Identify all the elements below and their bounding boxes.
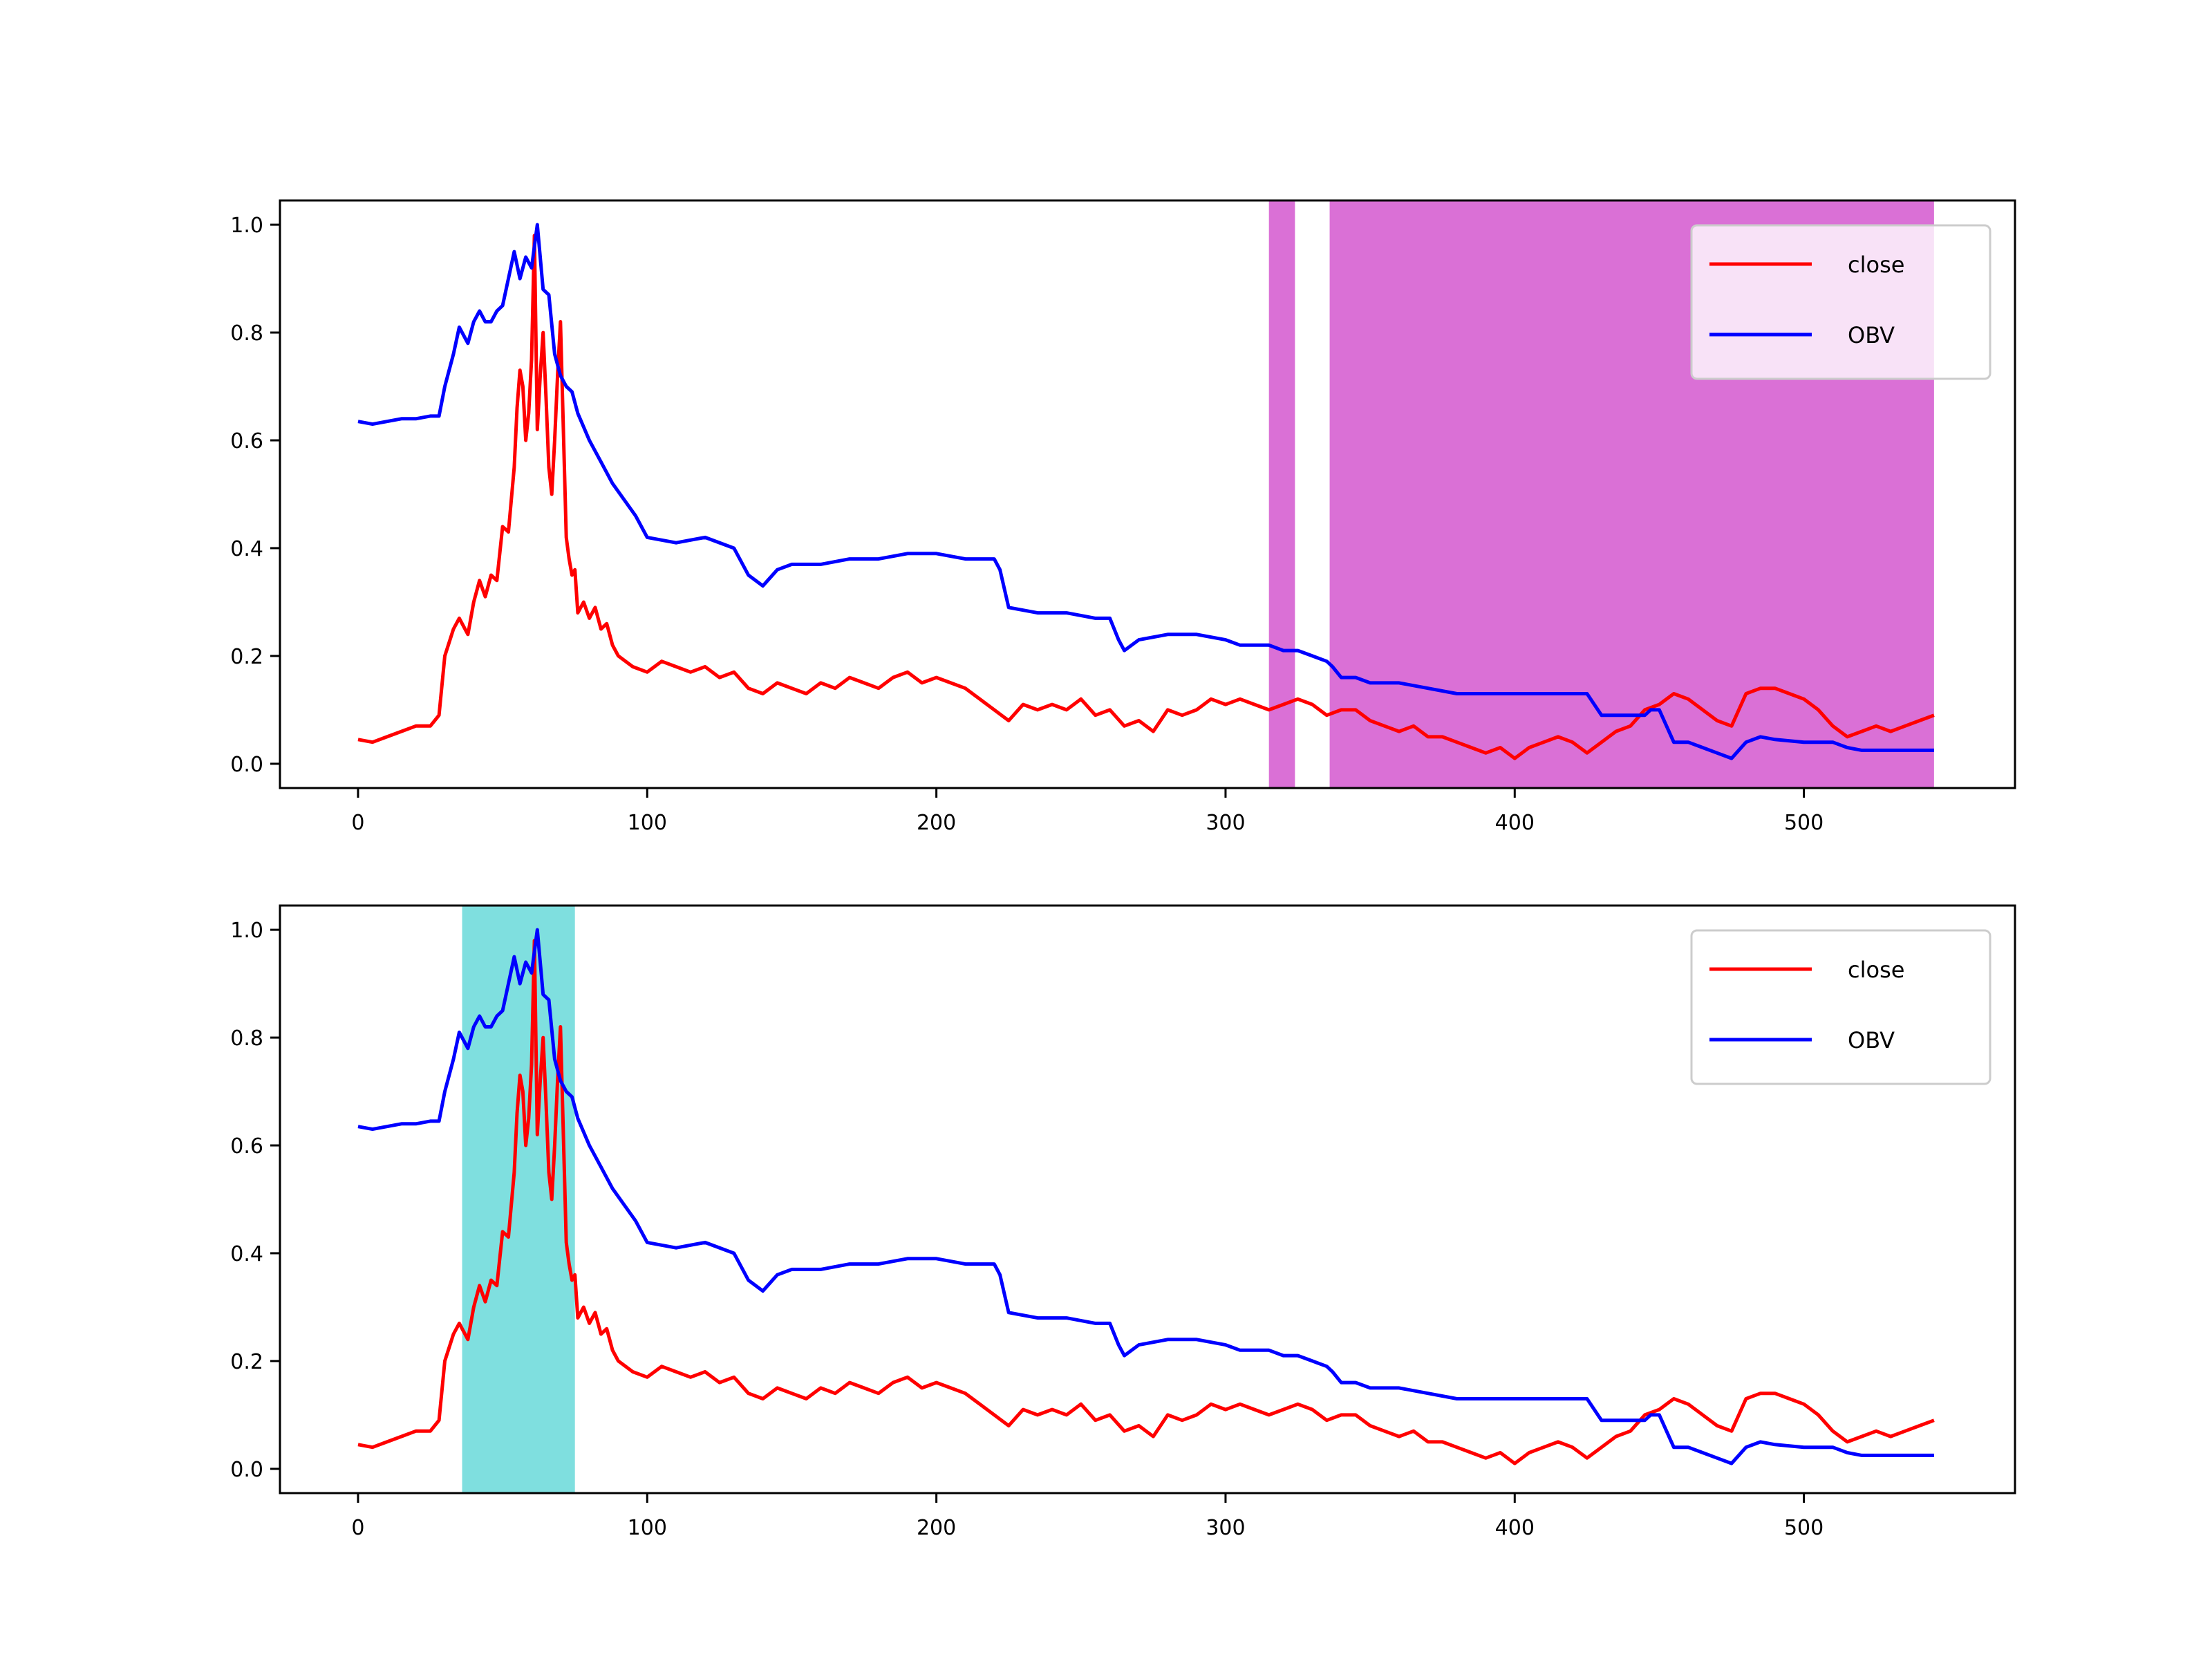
series-line-obv — [357, 928, 1934, 1465]
legend-label-close: close — [1848, 957, 1904, 983]
x-tick-label: 100 — [628, 811, 667, 835]
y-tick-label: 0.0 — [230, 753, 263, 777]
x-tick-label: 200 — [917, 1516, 956, 1540]
x-tick-label: 500 — [1784, 811, 1824, 835]
x-tick-label: 300 — [1206, 811, 1245, 835]
legend-box — [1690, 224, 1991, 380]
shaded-region — [1268, 200, 1295, 788]
y-tick-label: 0.6 — [230, 1134, 263, 1159]
subplot-2: 0 100 200 300 400 500 0.0 0.2 0.4 0.6 0.8 1.0 close O… — [230, 904, 2016, 1540]
x-tick-label: 100 — [628, 1516, 667, 1540]
x-tick-label: 200 — [917, 811, 956, 835]
x-tick-label: 300 — [1206, 1516, 1245, 1540]
x-tick-label: 400 — [1495, 811, 1535, 835]
legend: close OBV — [1690, 929, 1991, 1085]
legend-label-close: close — [1848, 252, 1904, 278]
legend-box — [1690, 929, 1991, 1085]
axes-frame — [279, 904, 2016, 1494]
y-tick-label: 0.2 — [230, 645, 263, 669]
y-tick-label: 0.4 — [230, 1242, 263, 1266]
series-line-obv — [357, 223, 1934, 760]
shaded-region — [462, 906, 575, 1493]
y-tick-label: 1.0 — [230, 214, 263, 238]
legend-label-obv: OBV — [1848, 1027, 1895, 1053]
x-tick-label: 500 — [1784, 1516, 1824, 1540]
x-tick-label: 0 — [351, 1516, 364, 1540]
series-line-close — [357, 234, 1935, 760]
y-tick-label: 0.0 — [230, 1458, 263, 1482]
y-tick-label: 1.0 — [230, 919, 263, 943]
legend: close OBV — [1690, 224, 1991, 380]
x-tick-label: 0 — [351, 811, 364, 835]
y-tick-label: 0.4 — [230, 537, 263, 561]
series-line-close — [357, 939, 1935, 1465]
axes-frame — [279, 199, 2016, 789]
subplot-1: 0 100 200 300 400 500 0.0 0.2 0.4 0.6 0.8 1.0 close O… — [230, 199, 2016, 835]
y-tick-label: 0.2 — [230, 1350, 263, 1374]
y-tick-label: 0.8 — [230, 321, 263, 346]
x-tick-label: 400 — [1495, 1516, 1535, 1540]
y-tick-label: 0.6 — [230, 429, 263, 453]
legend-label-obv: OBV — [1848, 322, 1895, 348]
y-tick-label: 0.8 — [230, 1027, 263, 1051]
